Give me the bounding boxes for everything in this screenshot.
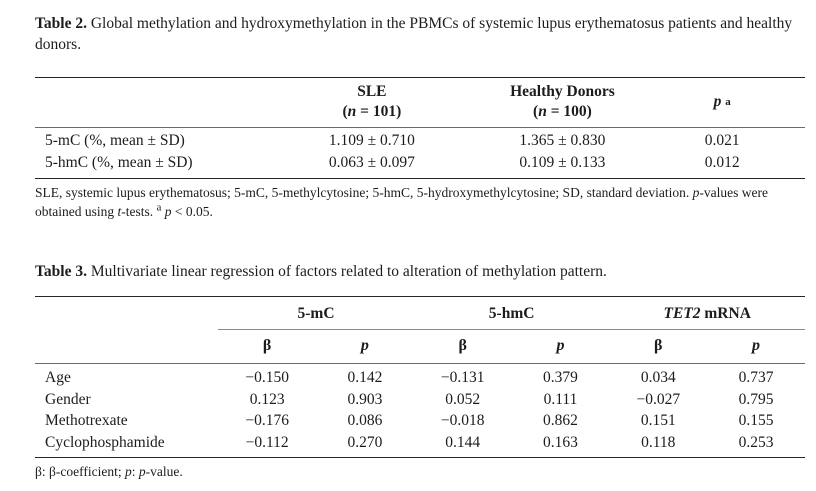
table3-cell: 0.111 <box>543 390 578 408</box>
table2-row-label: 5-hmC (%, mean ± SD) <box>45 154 193 171</box>
table2-header-sle-name: SLE <box>357 83 387 100</box>
table3-subheader-empty <box>35 336 218 356</box>
table2-cell-healthy: 1.365 ± 0.830 <box>519 132 606 149</box>
table3-subheader-p: p <box>752 337 761 354</box>
table2-caption-text: Global methylation and hydroxymethylatio… <box>35 15 793 53</box>
table2-header-row: SLE (n = 101) Healthy Donors (n = 100) p… <box>35 77 805 128</box>
table2-cell-sle: 0.063 ± 0.097 <box>328 154 415 171</box>
table3-row-label: Cyclophosphamide <box>45 433 165 451</box>
table3-cell: 0.144 <box>445 433 481 451</box>
document-page: Table 2. Global methylation and hydroxym… <box>35 13 805 481</box>
table2-header-empty <box>35 82 258 122</box>
table2-caption: Table 2. Global methylation and hydroxym… <box>35 13 805 55</box>
table3-subheader-beta: β <box>654 337 663 354</box>
table3-cell: 0.795 <box>738 390 774 408</box>
table2-header-healthy-n: (n = 100) <box>533 103 592 120</box>
table2-row-label: 5-mC (%, mean ± SD) <box>45 132 185 149</box>
table3-cell: 0.034 <box>640 369 676 386</box>
table3-caption-label: Table 3. <box>35 263 87 280</box>
table2-header-sle: SLE (n = 101) <box>258 82 485 122</box>
table2-header-p: p a <box>713 93 731 110</box>
table3-caption: Table 3. Multivariate linear regression … <box>35 261 805 282</box>
table3-cell: 0.155 <box>738 412 774 429</box>
table3-cell: 0.737 <box>738 369 774 386</box>
table-row: Cyclophosphamide −0.112 0.270 0.144 0.16… <box>35 432 805 454</box>
table3-group-stub <box>35 303 218 330</box>
table3-cell: 0.253 <box>738 433 774 451</box>
table2-header-healthy: Healthy Donors (n = 100) <box>485 82 639 122</box>
table3-cell: 0.123 <box>249 390 285 408</box>
table3-cell: −0.027 <box>636 390 681 408</box>
table3-subheader-p: p <box>556 337 565 354</box>
table3-group-tet2: TET2 mRNA <box>663 305 751 322</box>
table3-cell: −0.176 <box>245 412 289 429</box>
table2-cell-p: 0.012 <box>704 154 740 171</box>
table3-cell: −0.131 <box>440 369 485 386</box>
table3-subheader-beta: β <box>262 337 272 354</box>
table-row: 5-mC (%, mean ± SD) 1.109 ± 0.710 1.365 … <box>35 130 805 152</box>
table3-row-label: Gender <box>45 390 91 408</box>
table2-body: 5-mC (%, mean ± SD) 1.109 ± 0.710 1.365 … <box>35 128 805 179</box>
table-row: 5-hmC (%, mean ± SD) 0.063 ± 0.097 0.109… <box>35 152 805 174</box>
table3-caption-text: Multivariate linear regression of factor… <box>90 263 607 280</box>
table3: 5-mC 5-hmC TET2 mRNA β p β p β p Age −0.… <box>35 296 805 458</box>
table3-groups: 5-mC 5-hmC TET2 mRNA <box>218 303 805 330</box>
table3-row-label: Methotrexate <box>45 412 128 429</box>
table3-cell: 0.118 <box>641 433 676 451</box>
table3-cell: 0.903 <box>347 390 383 408</box>
table2-caption-label: Table 2. <box>35 15 87 32</box>
table3-subheader-p: p <box>360 337 369 354</box>
table3-cell: 0.151 <box>640 412 676 429</box>
table3-subheader-beta: β <box>458 337 467 354</box>
table-row: Gender 0.123 0.903 0.052 0.111 −0.027 0.… <box>35 389 805 411</box>
table2-cell-p: 0.021 <box>704 132 740 149</box>
table2-header-sle-n: (n = 101) <box>342 103 402 120</box>
table3-cell: 0.862 <box>543 412 578 429</box>
table-row: Age −0.150 0.142 −0.131 0.379 0.034 0.73… <box>35 367 805 389</box>
table3-group-5mc: 5-mC <box>297 305 335 322</box>
table3-footnote: β: β-coefficient; p: p-value. <box>35 464 183 479</box>
table3-cell: −0.018 <box>440 412 485 429</box>
table3-cell: 0.142 <box>347 369 383 386</box>
table3-cell: −0.150 <box>245 369 289 386</box>
table3-cell: −0.112 <box>245 433 289 451</box>
table3-group-5hmc: 5-hmC <box>488 305 535 322</box>
table-row: Methotrexate −0.176 0.086 −0.018 0.862 0… <box>35 410 805 432</box>
table2: SLE (n = 101) Healthy Donors (n = 100) p… <box>35 77 805 179</box>
table2-header-healthy-name: Healthy Donors <box>510 83 615 100</box>
table2-footnote: SLE, systemic lupus erythematosus; 5-mC,… <box>35 185 769 219</box>
table2-cell-healthy: 0.109 ± 0.133 <box>519 154 606 171</box>
table3-cell: 0.163 <box>543 433 578 451</box>
table3-subheader-row: β p β p β p <box>35 330 805 364</box>
table3-cell: 0.379 <box>543 369 578 386</box>
table3-cell: 0.086 <box>347 412 383 429</box>
table2-cell-sle: 1.109 ± 0.710 <box>328 132 415 149</box>
table3-body: Age −0.150 0.142 −0.131 0.379 0.034 0.73… <box>35 364 805 458</box>
table3-cell: 0.052 <box>445 390 481 408</box>
page-content: Table 2. Global methylation and hydroxym… <box>35 13 805 481</box>
table3-group-header-row: 5-mC 5-hmC TET2 mRNA <box>35 296 805 330</box>
table3-cell: 0.270 <box>347 433 383 451</box>
table3-row-label: Age <box>45 369 71 386</box>
